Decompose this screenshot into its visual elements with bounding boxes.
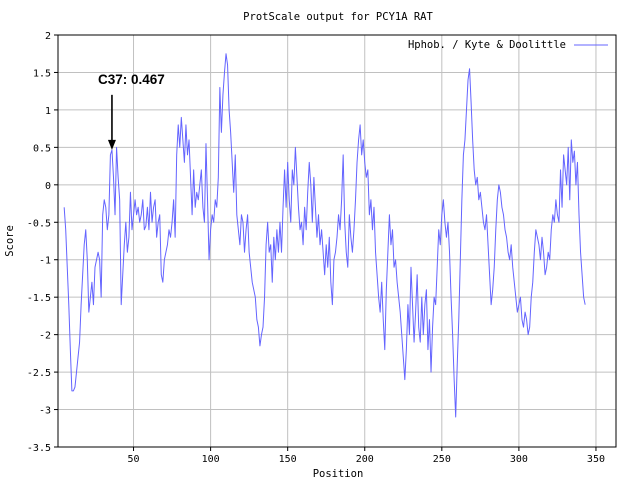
x-tick-label: 150 <box>279 454 297 465</box>
y-tick-label: 1 <box>45 106 51 117</box>
y-tick-label: 1.5 <box>33 68 51 79</box>
axis-ticks: 50 100 150 200 250 300 350 -3.5 -3 -2.5 -2 -1.5 -1 -0… <box>27 31 605 465</box>
x-tick-label: 250 <box>433 454 451 465</box>
y-axis-label: Score <box>4 225 16 257</box>
annotation: C37: 0.467 <box>98 72 165 150</box>
chart-title: ProtScale output for PCY1A RAT <box>243 11 433 23</box>
x-tick-label: 200 <box>356 454 374 465</box>
y-tick-label: -1 <box>39 256 51 267</box>
x-tick-label: 300 <box>510 454 528 465</box>
plot-frame <box>57 34 617 448</box>
annotation-arrowhead <box>107 139 116 150</box>
y-tick-label: -3.5 <box>27 443 51 454</box>
series-line <box>63 53 586 418</box>
y-tick-label: -2.5 <box>27 368 51 379</box>
grid-lines <box>58 35 616 447</box>
legend: Hphob. / Kyte & Doolittle <box>408 39 608 51</box>
y-tick-label: -0.5 <box>27 218 51 229</box>
legend-label: Hphob. / Kyte & Doolittle <box>408 39 566 51</box>
y-tick-label: -3 <box>39 406 51 417</box>
y-tick-label: -2 <box>39 331 51 342</box>
x-axis-label: Position <box>313 468 364 480</box>
y-tick-label: 0.5 <box>33 143 51 154</box>
x-tick-label: 50 <box>128 454 140 465</box>
series-group <box>63 53 586 418</box>
y-tick-label: 0 <box>45 181 51 192</box>
x-tick-label: 100 <box>202 454 220 465</box>
y-tick-label: 2 <box>45 31 51 42</box>
annotation-label: C37: 0.467 <box>98 72 165 87</box>
y-tick-label: -1.5 <box>27 293 51 304</box>
x-tick-label: 350 <box>587 454 605 465</box>
